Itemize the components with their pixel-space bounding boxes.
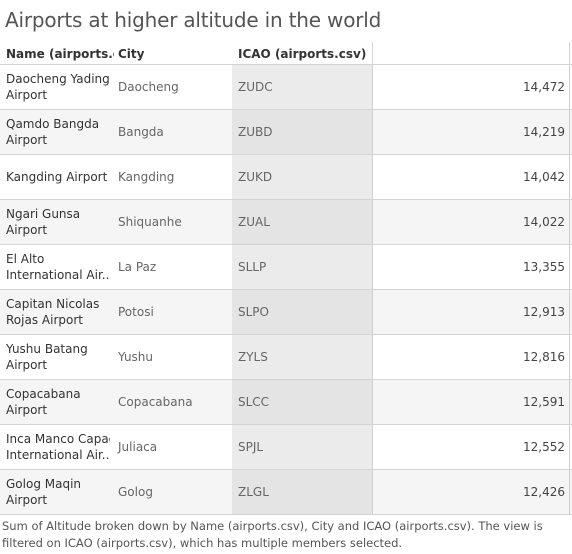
altitude-value-cell[interactable]: 12,552	[523, 440, 565, 454]
icao-cell[interactable]: SPJL	[238, 440, 264, 454]
altitude-value-cell[interactable]: 12,816	[523, 350, 565, 364]
icao-column-band	[232, 425, 372, 469]
city-cell[interactable]: La Paz	[118, 260, 157, 274]
city-cell[interactable]: Yushu	[118, 350, 154, 364]
icao-cell[interactable]: ZUKD	[238, 170, 273, 184]
airport-name-line: El Alto	[6, 252, 45, 266]
icao-cell[interactable]: SLPO	[238, 305, 269, 319]
city-cell[interactable]: Bangda	[118, 125, 164, 139]
airport-name-cell[interactable]: Capitan Nicolas Rojas Airport	[6, 296, 110, 328]
airport-name-line: Airport	[6, 223, 48, 237]
airport-name-cell[interactable]: Ngari Gunsa Airport	[6, 206, 110, 238]
airport-name-line: Airport	[6, 88, 48, 102]
altitude-value-cell[interactable]: 14,042	[523, 170, 565, 184]
icao-cell[interactable]: ZUDC	[238, 80, 273, 94]
view-caption: Sum of Altitude broken down by Name (air…	[2, 519, 543, 550]
altitude-value-cell[interactable]: 12,591	[523, 395, 565, 409]
altitude-value-cell[interactable]: 14,022	[523, 215, 565, 229]
table-header: Name (airports.c.. City ICAO (airports.c…	[0, 42, 572, 65]
table-row[interactable]: Ngari Gunsa Airport Shiquanhe ZUAL 14,022	[0, 200, 572, 245]
airport-name-line: Airport	[6, 358, 48, 372]
table-body: Daocheng Yading Airport Daocheng ZUDC 14,472…	[0, 65, 572, 515]
altitude-column-band	[372, 200, 570, 244]
header-divider	[372, 42, 373, 64]
icao-cell[interactable]: ZYLS	[238, 350, 268, 364]
altitude-value-cell[interactable]: 12,913	[523, 305, 565, 319]
airport-name-cell[interactable]: Yushu Batang Airport	[6, 341, 110, 373]
altitude-column-band	[372, 380, 570, 424]
altitude-column-band	[372, 65, 570, 109]
altitude-column-band	[372, 290, 570, 334]
city-cell[interactable]: Copacabana	[118, 395, 193, 409]
airport-name-cell[interactable]: Daocheng Yading Airport	[6, 71, 110, 103]
altitude-value-cell[interactable]: 14,472	[523, 80, 565, 94]
airport-name-cell[interactable]: Golog Maqin Airport	[6, 476, 110, 508]
altitude-value-cell[interactable]: 14,219	[523, 125, 565, 139]
table-row[interactable]: Qamdo Bangda Airport Bangda ZUBD 14,219	[0, 110, 572, 155]
icao-column-band	[232, 380, 372, 424]
table-row[interactable]: Kangding Airport Kangding ZUKD 14,042	[0, 155, 572, 200]
icao-column-band	[232, 335, 372, 379]
airport-name-line: International Air..	[6, 268, 110, 282]
airport-name-line: Kangding Airport	[6, 170, 108, 184]
city-cell[interactable]: Golog	[118, 485, 153, 499]
airport-name-cell[interactable]: Copacabana Airport	[6, 386, 110, 418]
airport-name-line: Golog Maqin	[6, 477, 82, 491]
airport-name-line: Inca Manco Capac	[6, 432, 110, 446]
table-row[interactable]: Capitan Nicolas Rojas Airport Potosi SLPO 12…	[0, 290, 572, 335]
airport-name-line: Copacabana	[6, 387, 81, 401]
airport-name-line: Daocheng Yading	[6, 72, 110, 86]
airport-name-line: Capitan Nicolas	[6, 297, 100, 311]
altitude-column-band	[372, 470, 570, 514]
view-title: Airports at higher altitude in the world	[5, 8, 382, 32]
icao-column-band	[232, 110, 372, 154]
icao-column-band	[232, 155, 372, 199]
altitude-column-band	[372, 335, 570, 379]
table-row[interactable]: Daocheng Yading Airport Daocheng ZUDC 14,472	[0, 65, 572, 110]
airport-name-line: International Air..	[6, 448, 110, 462]
airport-name-cell[interactable]: Inca Manco Capac International Air..	[6, 431, 110, 463]
altitude-column-band	[372, 425, 570, 469]
city-cell[interactable]: Kangding	[118, 170, 175, 184]
airport-name-line: Qamdo Bangda	[6, 117, 100, 131]
altitude-column-band	[372, 155, 570, 199]
table-row[interactable]: Golog Maqin Airport Golog ZLGL 12,426	[0, 470, 572, 515]
header-icao[interactable]: ICAO (airports.csv)	[238, 47, 367, 61]
text-table: Name (airports.c.. City ICAO (airports.c…	[0, 42, 572, 515]
icao-column-band	[232, 200, 372, 244]
altitude-value-cell[interactable]: 12,426	[523, 485, 565, 499]
table-row[interactable]: Copacabana Airport Copacabana SLCC 12,591	[0, 380, 572, 425]
icao-cell[interactable]: ZUBD	[238, 125, 273, 139]
table-row[interactable]: Inca Manco Capac International Air.. Julia…	[0, 425, 572, 470]
icao-column-band	[232, 470, 372, 514]
icao-cell[interactable]: ZUAL	[238, 215, 270, 229]
header-name[interactable]: Name (airports.c..	[6, 47, 114, 61]
icao-cell[interactable]: ZLGL	[238, 485, 269, 499]
airport-name-line: Airport	[6, 403, 48, 417]
header-city[interactable]: City	[118, 47, 145, 61]
icao-column-band	[232, 290, 372, 334]
city-cell[interactable]: Shiquanhe	[118, 215, 182, 229]
airport-name-line: Rojas Airport	[6, 313, 83, 327]
airport-name-line: Airport	[6, 493, 48, 507]
altitude-column-band	[372, 110, 570, 154]
altitude-value-cell[interactable]: 13,355	[523, 260, 565, 274]
airport-name-line: Yushu Batang	[6, 342, 88, 356]
airport-name-cell[interactable]: Qamdo Bangda Airport	[6, 116, 110, 148]
icao-cell[interactable]: SLCC	[238, 395, 270, 409]
icao-column-band	[232, 245, 372, 289]
city-cell[interactable]: Potosi	[118, 305, 154, 319]
icao-cell[interactable]: SLLP	[238, 260, 267, 274]
city-cell[interactable]: Daocheng	[118, 80, 179, 94]
airport-name-line: Airport	[6, 133, 48, 147]
table-row[interactable]: Yushu Batang Airport Yushu ZYLS 12,816	[0, 335, 572, 380]
city-cell[interactable]: Juliaca	[118, 440, 158, 454]
airport-name-cell[interactable]: Kangding Airport	[6, 169, 110, 185]
icao-column-band	[232, 65, 372, 109]
altitude-column-band	[372, 245, 570, 289]
airport-name-cell[interactable]: El Alto International Air..	[6, 251, 110, 283]
airport-name-line: Ngari Gunsa	[6, 207, 81, 221]
header-divider	[569, 42, 570, 64]
table-row[interactable]: El Alto International Air.. La Paz SLLP 13,3…	[0, 245, 572, 290]
